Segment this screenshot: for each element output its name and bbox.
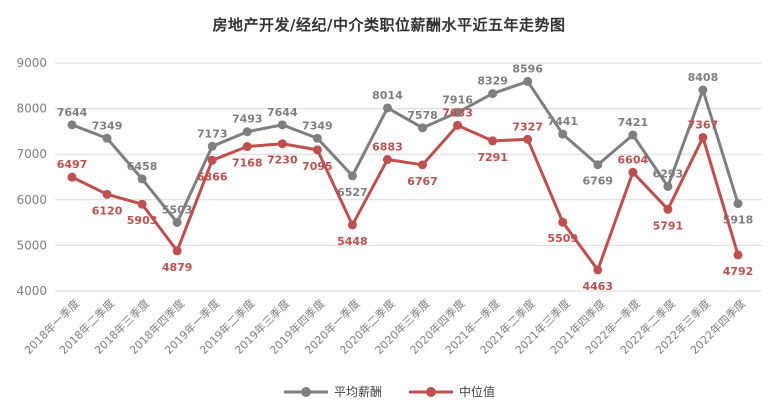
legend-item-average-salary: 平均薪酬 — [283, 383, 382, 400]
data-point-average-salary — [67, 120, 77, 130]
legend-marker-average-salary — [283, 386, 328, 397]
data-point-median — [172, 246, 182, 256]
data-point-average-salary — [312, 133, 322, 143]
data-point-median — [67, 172, 77, 182]
data-label-average-salary: 7441 — [547, 115, 578, 128]
data-label-median: 6497 — [57, 158, 88, 171]
data-point-average-salary — [242, 127, 252, 137]
data-label-median: 6883 — [372, 141, 403, 154]
data-label-average-salary: 7916 — [442, 93, 473, 106]
data-point-average-salary — [102, 133, 112, 143]
data-point-median — [453, 120, 463, 130]
data-label-median: 7367 — [688, 118, 719, 131]
data-label-median: 5509 — [547, 232, 578, 245]
data-label-median: 4879 — [162, 261, 193, 274]
data-label-average-salary: 8329 — [477, 75, 508, 88]
data-point-average-salary — [663, 181, 673, 191]
data-label-median: 6604 — [618, 153, 649, 166]
data-label-average-salary: 8014 — [372, 89, 403, 102]
data-point-median — [418, 160, 428, 170]
data-label-average-salary: 6293 — [653, 167, 684, 180]
data-label-median: 4792 — [723, 265, 754, 278]
data-label-average-salary: 7578 — [407, 109, 438, 122]
data-label-median: 7633 — [442, 106, 473, 119]
data-label-median: 4463 — [582, 280, 613, 293]
data-label-average-salary: 8408 — [688, 71, 719, 84]
data-label-median: 5903 — [127, 214, 158, 227]
data-point-median — [523, 134, 533, 144]
data-point-median — [698, 132, 708, 142]
data-point-median — [242, 142, 252, 152]
data-label-average-salary: 6769 — [582, 175, 613, 188]
data-point-median — [488, 136, 498, 146]
data-label-median: 6767 — [407, 175, 438, 188]
data-point-median — [207, 155, 217, 165]
series-line-average-salary — [70, 79, 740, 224]
data-point-median — [312, 145, 322, 155]
data-point-average-salary — [558, 129, 568, 139]
y-axis-tick-label: 7000 — [16, 147, 47, 161]
data-point-average-salary — [523, 76, 533, 86]
data-point-average-salary — [453, 107, 463, 117]
data-point-median — [382, 155, 392, 165]
data-label-average-salary: 7644 — [267, 106, 298, 119]
data-point-median — [663, 204, 673, 214]
data-point-average-salary — [347, 171, 357, 181]
data-point-median — [733, 250, 743, 260]
series-line-median — [70, 123, 740, 272]
data-label-median: 7095 — [302, 160, 333, 173]
data-point-median — [102, 189, 112, 199]
data-label-average-salary: 7644 — [57, 106, 88, 119]
data-label-median: 7327 — [512, 120, 543, 133]
data-point-average-salary — [172, 217, 182, 227]
data-point-median — [137, 199, 147, 209]
data-label-median: 5448 — [337, 235, 368, 248]
data-label-average-salary: 7493 — [232, 113, 263, 126]
y-axis-tick-label: 5000 — [16, 238, 47, 252]
legend-marker-median — [409, 386, 453, 397]
data-label-average-salary: 7349 — [92, 119, 123, 132]
data-label-median: 6866 — [197, 170, 228, 183]
data-label-average-salary: 6458 — [127, 160, 158, 173]
data-label-average-salary: 8596 — [512, 62, 543, 75]
data-point-average-salary — [277, 120, 287, 130]
data-label-average-salary: 5503 — [162, 203, 193, 216]
data-label-median: 7168 — [232, 157, 263, 170]
data-point-average-salary — [628, 130, 638, 140]
data-label-median: 5791 — [653, 219, 684, 232]
data-point-median — [593, 265, 603, 275]
legend-label-average-salary: 平均薪酬 — [333, 385, 382, 399]
data-point-average-salary — [382, 103, 392, 113]
data-point-median — [277, 139, 287, 149]
data-point-average-salary — [137, 174, 147, 184]
data-label-average-salary: 7349 — [302, 119, 333, 132]
data-label-median: 6120 — [92, 204, 123, 217]
data-point-average-salary — [733, 199, 743, 209]
y-axis-tick-label: 9000 — [16, 56, 47, 70]
data-point-average-salary — [418, 123, 428, 133]
chart-title: 房地产开发/经纪/中介类职位薪酬水平近五年走势图 — [212, 16, 566, 34]
data-point-average-salary — [207, 141, 217, 151]
y-axis-tick-label: 6000 — [16, 193, 47, 207]
y-axis-tick-label: 8000 — [16, 102, 47, 116]
data-label-average-salary: 7421 — [618, 116, 649, 129]
data-point-median — [558, 217, 568, 227]
data-point-average-salary — [488, 89, 498, 99]
data-point-median — [347, 220, 357, 230]
data-label-average-salary: 7173 — [197, 127, 228, 140]
data-label-median: 7230 — [267, 154, 298, 167]
y-axis-tick-label: 4000 — [16, 284, 47, 298]
data-point-median — [628, 167, 638, 177]
data-point-average-salary — [698, 85, 708, 95]
data-label-median: 7291 — [477, 151, 508, 164]
data-point-average-salary — [593, 160, 603, 170]
data-label-average-salary: 6527 — [337, 186, 368, 199]
legend-item-median: 中位值 — [408, 383, 495, 400]
legend-label-median: 中位值 — [459, 385, 496, 399]
data-label-average-salary: 5918 — [723, 214, 754, 227]
chart-legend: 平均薪酬 中位值 — [0, 383, 778, 400]
